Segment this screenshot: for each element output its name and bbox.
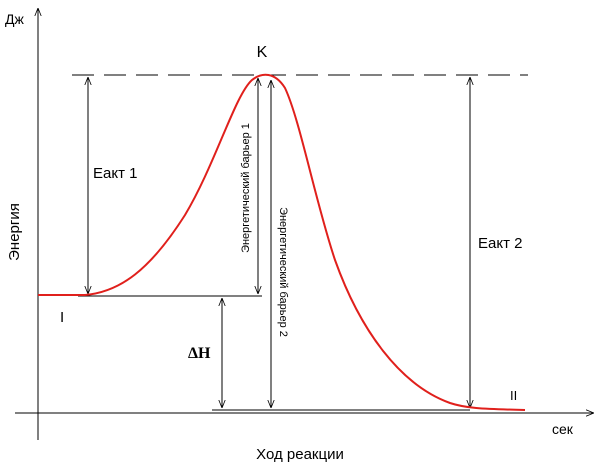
- energy-curve: [38, 73, 526, 411]
- state1-label: I: [60, 309, 64, 326]
- dh-label: ΔH: [188, 345, 211, 362]
- eact1-label: Еакт 1: [93, 165, 137, 182]
- y-label: Энергия: [6, 203, 23, 261]
- eact2-label: Еакт 2: [478, 235, 522, 252]
- y-unit: Дж: [5, 11, 24, 27]
- barrier2-label: Энергетический барьер 2: [277, 207, 289, 337]
- state2-label: II: [510, 388, 517, 403]
- k-label: K: [257, 44, 268, 61]
- x-label: Ход реакции: [256, 446, 344, 463]
- x-unit: сек: [552, 421, 574, 437]
- barrier1-label: Энергетический барьер 1: [240, 123, 252, 253]
